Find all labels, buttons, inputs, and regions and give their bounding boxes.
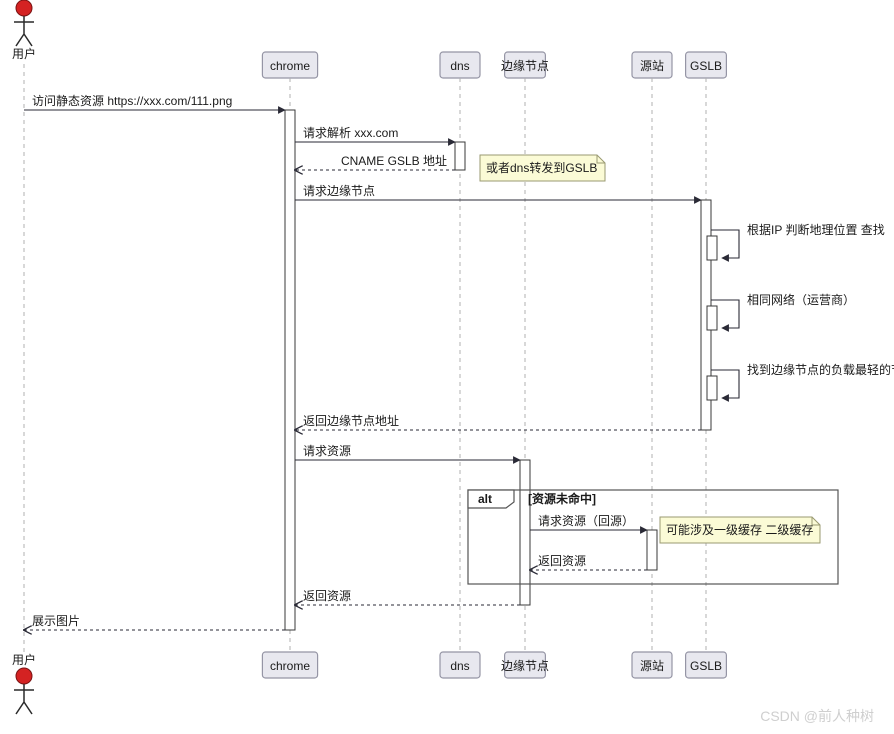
svg-text:返回边缘节点地址: 返回边缘节点地址 [303,414,399,428]
svg-text:源站: 源站 [640,59,664,73]
svg-text:alt: alt [478,492,492,506]
svg-text:dns: dns [450,659,469,673]
svg-text:请求资源（回源）: 请求资源（回源） [538,514,634,528]
svg-text:访问静态资源 https://xxx.com/111.png: 访问静态资源 https://xxx.com/111.png [32,94,232,108]
watermark: CSDN @前人种树 [760,706,874,726]
activation-chrome [285,110,295,630]
sequence-diagram: 用户chromedns边缘节点源站GSLBalt[资源未命中]或者dns转发到G… [0,0,894,734]
svg-text:GSLB: GSLB [690,659,722,673]
svg-text:dns: dns [450,59,469,73]
svg-text:chrome: chrome [270,659,310,673]
svg-text:或者dns转发到GSLB: 或者dns转发到GSLB [486,160,597,175]
svg-text:可能涉及一级缓存 二级缓存: 可能涉及一级缓存 二级缓存 [666,523,813,537]
svg-text:根据IP 判断地理位置 查找: 根据IP 判断地理位置 查找 [747,222,885,237]
svg-text:CNAME GSLB 地址: CNAME GSLB 地址 [341,154,447,168]
actor-label: 用户 [12,46,36,61]
activation-edge [520,460,530,605]
svg-text:请求资源: 请求资源 [303,444,351,458]
activation-origin [647,530,657,570]
svg-text:返回资源: 返回资源 [538,554,586,568]
activation-gslb [707,306,717,330]
svg-text:边缘节点: 边缘节点 [501,59,549,73]
svg-text:找到边缘节点的负载最轻的节点: 找到边缘节点的负载最轻的节点 [747,362,894,377]
svg-text:请求边缘节点: 请求边缘节点 [303,184,375,198]
svg-text:边缘节点: 边缘节点 [501,659,549,673]
svg-text:用户: 用户 [12,652,36,667]
svg-text:请求解析 xxx.com: 请求解析 xxx.com [303,126,398,140]
activation-gslb [707,376,717,400]
svg-text:返回资源: 返回资源 [303,589,351,603]
svg-text:[资源未命中]: [资源未命中] [528,491,596,506]
svg-text:展示图片: 展示图片 [32,614,80,628]
svg-text:源站: 源站 [640,659,664,673]
svg-text:相同网络（运营商）: 相同网络（运营商） [747,292,855,307]
activation-dns [455,142,465,170]
svg-text:chrome: chrome [270,59,310,73]
activation-gslb [707,236,717,260]
svg-text:GSLB: GSLB [690,59,722,73]
